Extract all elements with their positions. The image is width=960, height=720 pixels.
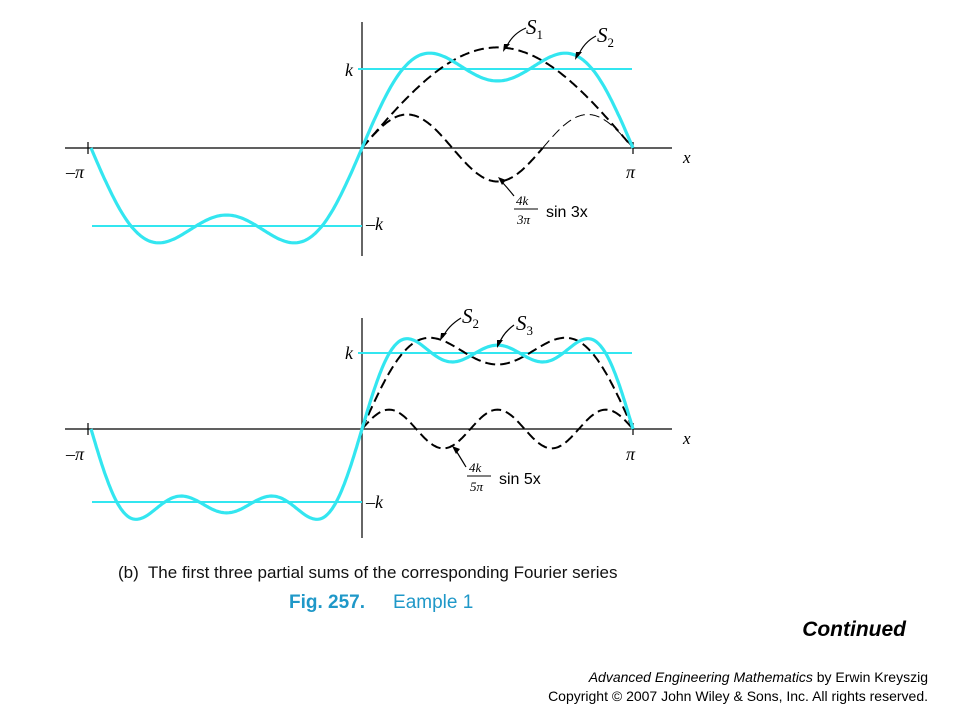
book-author: by Erwin Kreyszig (812, 669, 928, 685)
tick-label-pi: π (626, 162, 636, 182)
series-s2-dashed (361, 336, 634, 430)
figure-number: Fig. 257. (289, 592, 366, 613)
level-label-k: k (345, 60, 354, 80)
series-s3-solid (89, 337, 635, 521)
term-denominator: 5π (470, 479, 484, 494)
term-numerator: 4k (516, 193, 529, 208)
figure-caption: (b) The first three partial sums of the … (118, 563, 618, 583)
figure-title: Eample 1 (393, 592, 474, 613)
plot-top: x –π π k –k S1 S2 4k 3π sin 3x (65, 15, 691, 256)
credit-line-1: Advanced Engineering Mathematics by Erwi… (548, 668, 928, 687)
arrow-head-s1 (503, 44, 510, 52)
series-s2-solid (89, 51, 635, 245)
term-numerator: 4k (469, 460, 482, 475)
arrow-head-term (498, 177, 506, 185)
level-label-neg-k: –k (365, 214, 384, 234)
x-axis-label: x (682, 148, 691, 167)
term-text: sin 5x (499, 471, 541, 488)
caption-part: (b) (118, 563, 139, 582)
tick-label-pi: π (626, 444, 636, 464)
continued-label: Continued (802, 618, 906, 641)
series-label-s1: S1 (526, 15, 543, 42)
arrow-head-s2 (575, 52, 582, 60)
level-label-k: k (345, 343, 354, 363)
credit-line-2: Copyright © 2007 John Wiley & Sons, Inc.… (548, 688, 928, 704)
series-sin3x-term-thin (542, 114, 634, 149)
credit-block: Advanced Engineering Mathematics by Erwi… (548, 668, 928, 706)
tick-label-neg-pi: –π (65, 444, 85, 464)
arrow-head-s3 (497, 340, 503, 348)
series-label-s2: S2 (462, 304, 479, 331)
arrow-head-s2 (440, 333, 447, 341)
figure-label: Fig. 257. Eample 1 (289, 592, 473, 614)
plot-bottom: x –π π k –k S2 S3 4k 5π sin 5x (65, 304, 691, 538)
series-s1-dashed (361, 46, 634, 149)
series-sin5x-term (361, 408, 634, 450)
figure-plots: x –π π k –k S1 S2 4k 3π sin 3x x –π π k (65, 15, 691, 538)
level-label-neg-k: –k (365, 492, 384, 512)
series-sin3x-term-bold (361, 113, 544, 183)
book-title: Advanced Engineering Mathematics (588, 669, 813, 685)
caption-text: The first three partial sums of the corr… (147, 563, 618, 582)
tick-label-neg-pi: –π (65, 162, 85, 182)
series-label-s2: S2 (597, 23, 614, 50)
term-text: sin 3x (546, 204, 588, 221)
term-denominator: 3π (516, 212, 531, 227)
x-axis-label: x (682, 429, 691, 448)
series-label-s3: S3 (516, 311, 533, 338)
arrow-head-term (452, 446, 460, 454)
